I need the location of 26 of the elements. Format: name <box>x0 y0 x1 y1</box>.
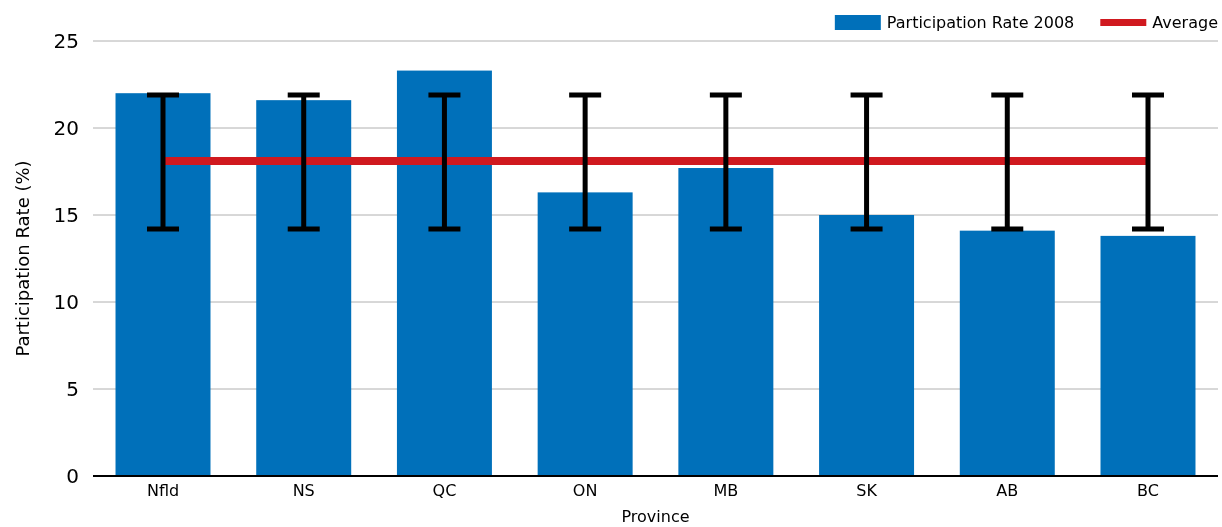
x-tick-label: SK <box>856 481 878 501</box>
x-tick-label: BC <box>1137 481 1159 501</box>
y-tick-label: 20 <box>53 115 79 140</box>
x-tick-label: ON <box>572 481 598 501</box>
bar <box>678 168 774 476</box>
x-axis-title: Province <box>621 507 690 526</box>
x-tick-label: Nfld <box>146 481 180 501</box>
bar <box>1100 235 1196 476</box>
legend-label: Participation Rate 2008 <box>886 13 1075 32</box>
bar <box>959 230 1055 476</box>
legend-label: Average <box>1152 13 1218 32</box>
x-tick-label: AB <box>996 481 1019 501</box>
y-tick-label: 15 <box>53 202 79 227</box>
x-tick-label: MB <box>713 481 739 501</box>
y-tick-label: 0 <box>66 463 79 488</box>
y-axis-title: Participation Rate (%) <box>12 160 33 357</box>
x-tick-label: QC <box>432 481 457 501</box>
bar <box>396 70 492 476</box>
x-tick-label: NS <box>292 481 315 501</box>
y-tick-label: 10 <box>53 289 79 314</box>
y-tick-label: 5 <box>66 376 79 401</box>
bar <box>256 100 352 476</box>
bar <box>537 192 633 476</box>
bar <box>115 93 211 476</box>
bar <box>819 215 915 476</box>
y-tick-label: 25 <box>53 28 79 53</box>
